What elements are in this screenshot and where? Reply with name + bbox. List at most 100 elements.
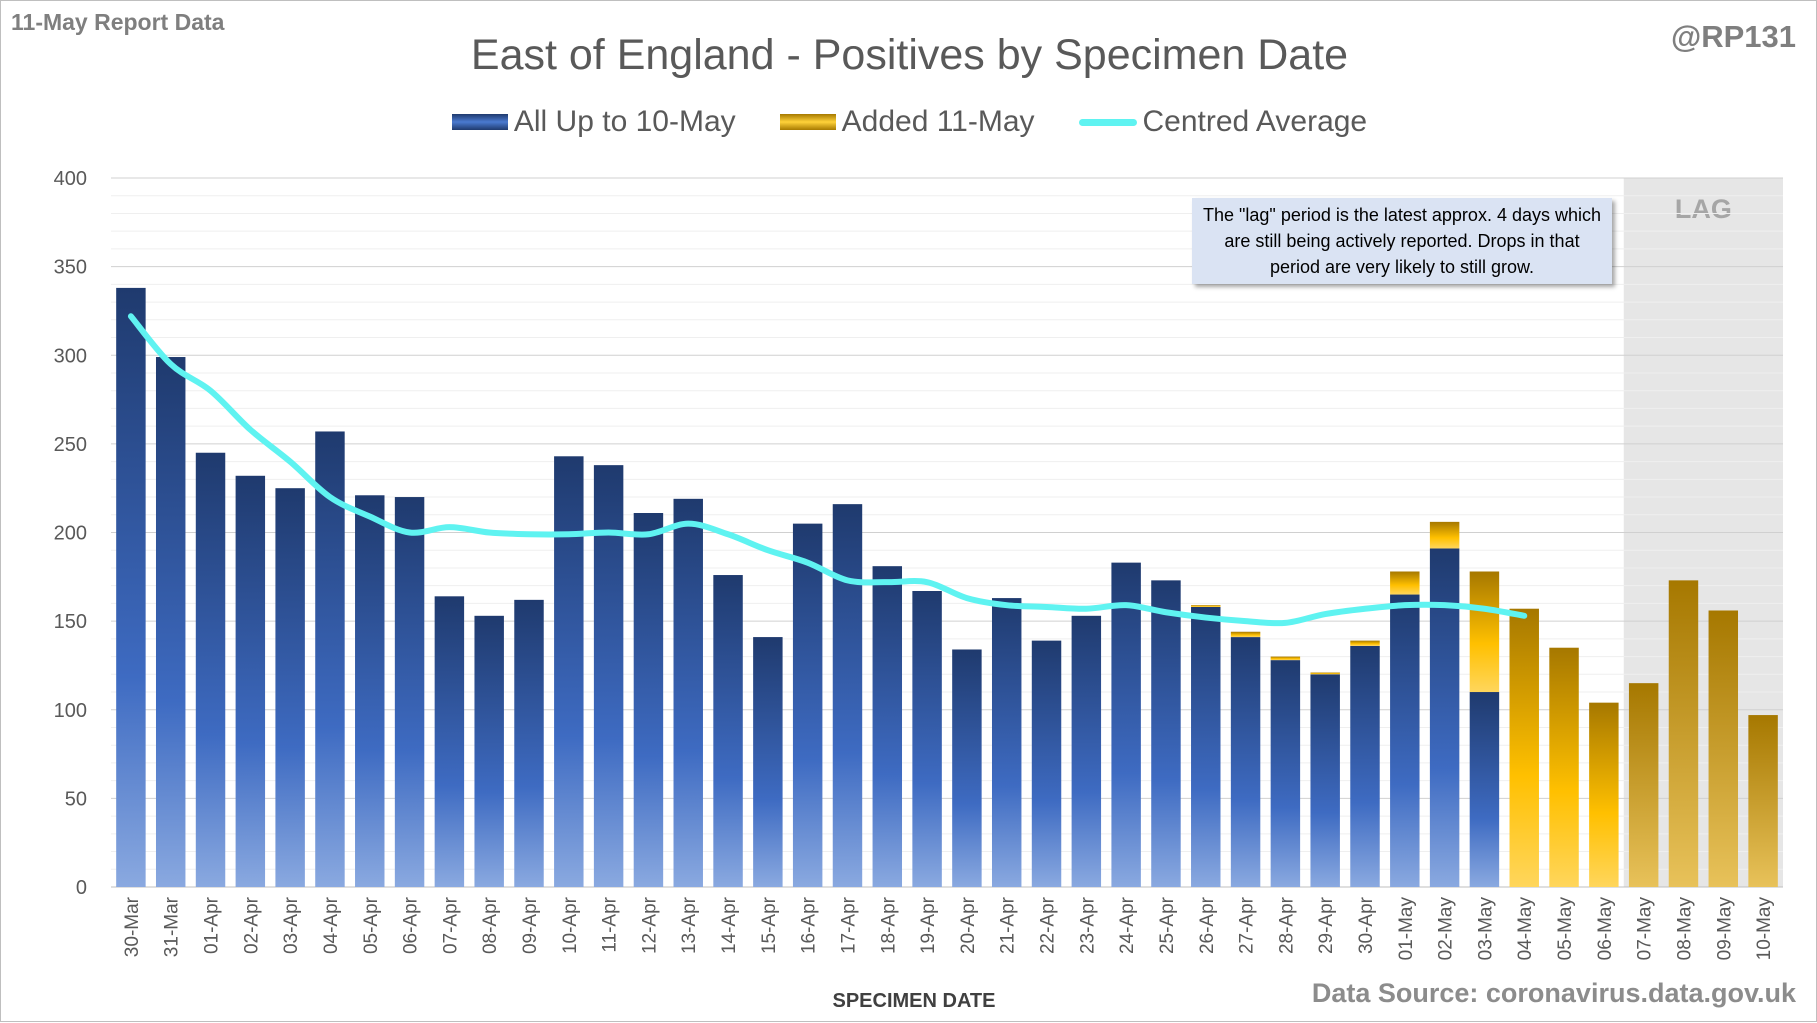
bar-existing — [1071, 615, 1102, 887]
bar-existing — [1469, 692, 1500, 887]
bar-existing — [275, 488, 305, 887]
x-tick-label: 07-May — [1635, 897, 1656, 961]
legend-item-added: Added 11-May — [779, 105, 1035, 139]
x-axis-title: SPECIMEN DATE — [833, 990, 996, 1012]
x-tick-label: 31-Mar — [162, 896, 183, 957]
y-tick-label: 200 — [54, 523, 87, 545]
bar-existing — [1429, 548, 1460, 887]
bar-existing — [514, 599, 544, 887]
bar-existing — [593, 465, 624, 887]
bar-added — [1509, 608, 1539, 887]
bar-added — [1628, 683, 1659, 887]
bar-existing — [434, 596, 465, 887]
x-tick-label: 23-Apr — [1077, 896, 1098, 954]
chart-legend: All Up to 10-May Added 11-May Centred Av… — [1, 105, 1817, 139]
bar-added — [1310, 672, 1340, 675]
bar-existing — [912, 590, 942, 887]
bar-existing — [155, 357, 186, 888]
x-tick-label: 22-Apr — [1038, 896, 1059, 954]
bar-existing — [315, 431, 345, 887]
bar-existing — [872, 566, 903, 887]
x-tick-label: 05-May — [1555, 897, 1576, 961]
x-tick-label: 01-Apr — [202, 896, 223, 954]
x-tick-label: 12-Apr — [639, 896, 660, 954]
x-tick-label: 30-Apr — [1356, 896, 1377, 954]
bar-existing — [713, 575, 743, 887]
x-tick-label: 15-Apr — [759, 896, 780, 954]
x-tick-label: 02-May — [1436, 897, 1457, 961]
x-tick-label: 05-Apr — [361, 896, 382, 954]
x-tick-label: 09-Apr — [520, 896, 541, 954]
x-tick-label: 04-Apr — [321, 896, 342, 954]
bar-added — [1191, 605, 1221, 607]
bar-existing — [1191, 606, 1221, 887]
report-date-label: 11-May Report Data — [11, 9, 225, 35]
chart-title: East of England - Positives by Specimen … — [470, 31, 1349, 79]
x-tick-label: 06-Apr — [401, 896, 422, 954]
x-tick-label: 10-Apr — [560, 896, 581, 954]
x-tick-label: 04-May — [1515, 897, 1536, 961]
legend-swatch-existing — [451, 114, 508, 130]
bar-existing — [1230, 637, 1261, 887]
y-tick-label: 350 — [54, 257, 87, 279]
data-source: Data Source: coronavirus.data.gov.uk — [1311, 978, 1796, 1008]
x-tick-label: 01-May — [1396, 897, 1417, 961]
x-tick-label: 21-Apr — [998, 896, 1019, 954]
bar-existing — [1111, 562, 1141, 887]
centred-average-line — [127, 313, 1528, 627]
x-tick-label: 09-May — [1714, 897, 1735, 961]
bar-existing — [116, 287, 146, 887]
bar-added — [1270, 656, 1301, 661]
x-tick-label: 27-Apr — [1237, 896, 1258, 954]
x-tick-label: 30-Mar — [122, 896, 143, 957]
bar-existing — [554, 456, 584, 887]
x-tick-label: 17-Apr — [838, 896, 859, 954]
bar-existing — [952, 649, 982, 887]
x-tick-label: 19-Apr — [918, 896, 939, 954]
bar-existing — [474, 615, 504, 887]
y-tick-label: 250 — [54, 434, 87, 456]
legend-swatch-average — [1078, 118, 1137, 126]
x-tick-label: 13-Apr — [679, 896, 700, 954]
bar-added — [1748, 715, 1778, 887]
bar-existing — [1031, 640, 1062, 887]
x-tick-label: 07-Apr — [440, 896, 461, 954]
y-tick-label: 150 — [54, 611, 87, 633]
x-tick-label: 03-May — [1475, 897, 1496, 961]
bar-added — [1429, 521, 1460, 549]
x-tick-label: 08-May — [1674, 897, 1695, 961]
x-tick-label: 20-Apr — [958, 896, 979, 954]
x-tick-label: 08-Apr — [480, 896, 501, 954]
bar-added — [1549, 647, 1579, 887]
y-tick-label: 50 — [65, 788, 87, 810]
bar-existing — [235, 475, 266, 887]
x-tick-label: 25-Apr — [1157, 896, 1178, 954]
bar-added — [1350, 640, 1380, 646]
lag-label: LAG — [1675, 194, 1732, 224]
lag-annotation: The "lag" period is the latest approx. 4… — [1192, 198, 1612, 284]
x-tick-label: 29-Apr — [1316, 896, 1337, 954]
x-tick-label: 18-Apr — [878, 896, 899, 954]
x-tick-label: 24-Apr — [1117, 896, 1138, 954]
x-tick-label: 28-Apr — [1276, 896, 1297, 954]
legend-item-average: Centred Average — [1078, 105, 1368, 139]
bar-existing — [394, 497, 425, 887]
legend-label-existing: All Up to 10-May — [513, 105, 736, 138]
legend-label-average: Centred Average — [1142, 105, 1368, 138]
bar-existing — [355, 495, 385, 887]
y-tick-label: 100 — [54, 700, 87, 722]
x-tick-label: 10-May — [1754, 897, 1775, 961]
bar-added — [1230, 631, 1261, 638]
bar-existing — [832, 504, 863, 887]
x-tick-label: 06-May — [1595, 897, 1616, 961]
bar-existing — [1310, 674, 1340, 887]
bar-added — [1589, 702, 1619, 887]
bar-added — [1390, 571, 1420, 595]
bar-added — [1668, 580, 1699, 887]
bar-existing — [195, 452, 226, 887]
y-tick-label: 300 — [54, 345, 87, 367]
x-tick-label: 26-Apr — [1197, 896, 1218, 954]
bar-existing — [1350, 645, 1380, 887]
